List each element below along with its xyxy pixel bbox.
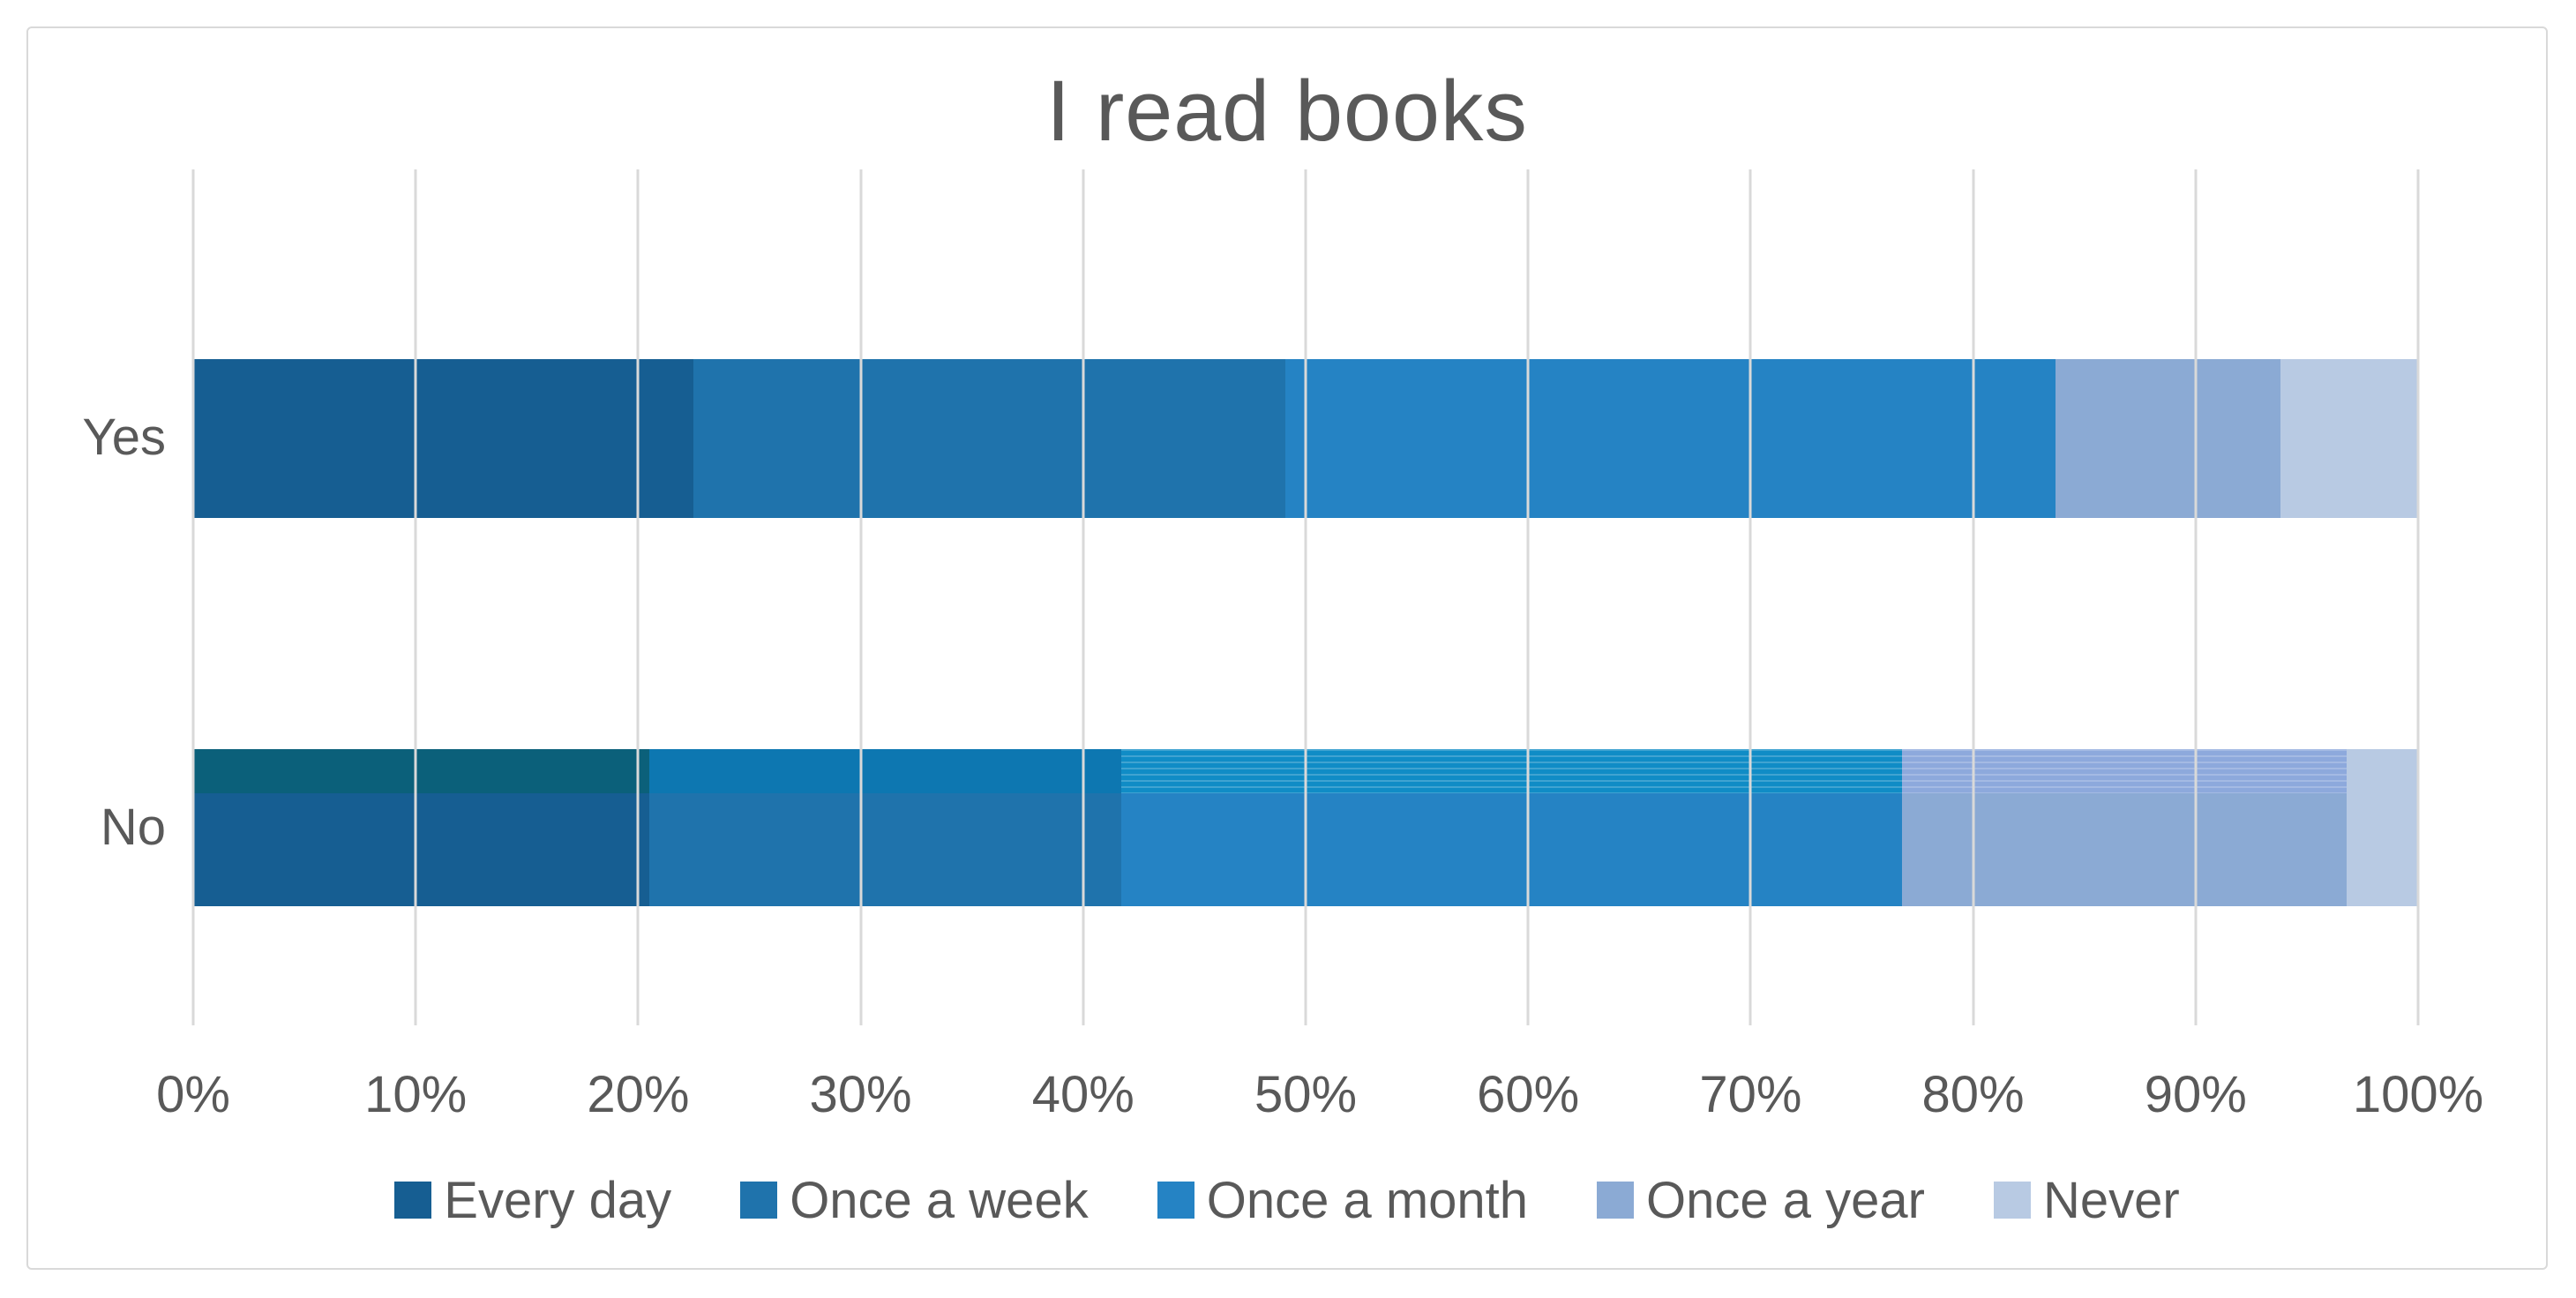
legend-swatch-never: [1993, 1182, 2031, 1219]
bar-segment-no-once-a-year: [1901, 749, 2348, 906]
x-axis-label-100%: 100%: [2352, 1066, 2484, 1123]
x-axis-label-10%: 10%: [364, 1066, 468, 1123]
bar-segment-no-once-a-month: [1120, 749, 1902, 906]
x-gridline-10%: [414, 169, 417, 1025]
x-axis-label-0%: 0%: [156, 1066, 230, 1123]
bar-no: [193, 749, 2418, 906]
x-axis-label-80%: 80%: [1921, 1066, 2025, 1123]
x-axis-label-20%: 20%: [587, 1066, 690, 1123]
legend: Every day Once a week Once a month Once a y…: [28, 1165, 2546, 1235]
category-label-yes: Yes: [82, 409, 166, 466]
legend-item-once-a-week: Once a week: [740, 1171, 1089, 1230]
bar-overlay-strip-once-a-week: [649, 749, 1121, 793]
bar-segment-yes-once-a-year: [2055, 359, 2280, 518]
bar-segment-no-once-a-week: [649, 749, 1121, 906]
legend-item-once-a-month: Once a month: [1157, 1171, 1528, 1230]
x-gridline-100%: [2416, 169, 2420, 1025]
legend-swatch-once-a-month: [1157, 1182, 1194, 1219]
legend-label-once-a-week: Once a week: [790, 1171, 1089, 1229]
plot-area: [191, 169, 2420, 1025]
bar-segment-yes-every-day: [193, 359, 694, 518]
x-gridline-80%: [1972, 169, 1975, 1025]
x-axis-label-90%: 90%: [2144, 1066, 2247, 1123]
bar-segment-yes-once-a-week: [693, 359, 1286, 518]
x-gridline-90%: [2194, 169, 2198, 1025]
x-axis-label-50%: 50%: [1254, 1066, 1358, 1123]
chart-frame: I read books Yes No 0% 10% 20% 30% 40% 50% 60%…: [26, 26, 2548, 1270]
legend-label-once-a-month: Once a month: [1206, 1171, 1529, 1229]
bar-segment-no-never: [2347, 749, 2418, 906]
bar-segment-yes-never: [2280, 359, 2418, 518]
bar-segment-yes-once-a-month: [1285, 359, 2056, 518]
bar-overlay-strip-every-day: [193, 749, 649, 793]
x-gridline-40%: [1082, 169, 1085, 1025]
chart-title: I read books: [1046, 63, 1528, 159]
legend-swatch-once-a-year: [1597, 1182, 1635, 1219]
x-axis-label-70%: 70%: [1699, 1066, 1802, 1123]
legend-label-never: Never: [2042, 1171, 2180, 1229]
legend-label-every-day: Every day: [444, 1171, 672, 1229]
x-gridline-0%: [191, 169, 195, 1025]
x-gridline-20%: [636, 169, 640, 1025]
legend-swatch-every-day: [394, 1182, 432, 1219]
x-gridline-50%: [1304, 169, 1307, 1025]
legend-item-every-day: Every day: [394, 1171, 671, 1230]
x-axis: 0% 10% 20% 30% 40% 50% 60% 70% 80% 90% 100%: [156, 1065, 2483, 1127]
bar-overlay-strip-once-a-month: [1120, 749, 1902, 793]
x-gridline-60%: [1526, 169, 1530, 1025]
x-axis-label-40%: 40%: [1031, 1066, 1134, 1123]
category-label-no: No: [100, 799, 166, 856]
x-gridline-30%: [859, 169, 863, 1025]
bar-segment-no-every-day: [193, 749, 649, 906]
x-gridline-70%: [1749, 169, 1752, 1025]
legend-label-once-a-year: Once a year: [1646, 1171, 1925, 1229]
legend-item-once-a-year: Once a year: [1597, 1171, 1925, 1230]
bar-overlay-strip-once-a-year: [1901, 749, 2348, 793]
x-axis-label-60%: 60%: [1477, 1066, 1580, 1123]
x-axis-label-30%: 30%: [809, 1066, 912, 1123]
bar-yes: [193, 359, 2418, 518]
legend-swatch-once-a-week: [740, 1182, 778, 1219]
legend-item-never: Never: [1993, 1171, 2180, 1230]
